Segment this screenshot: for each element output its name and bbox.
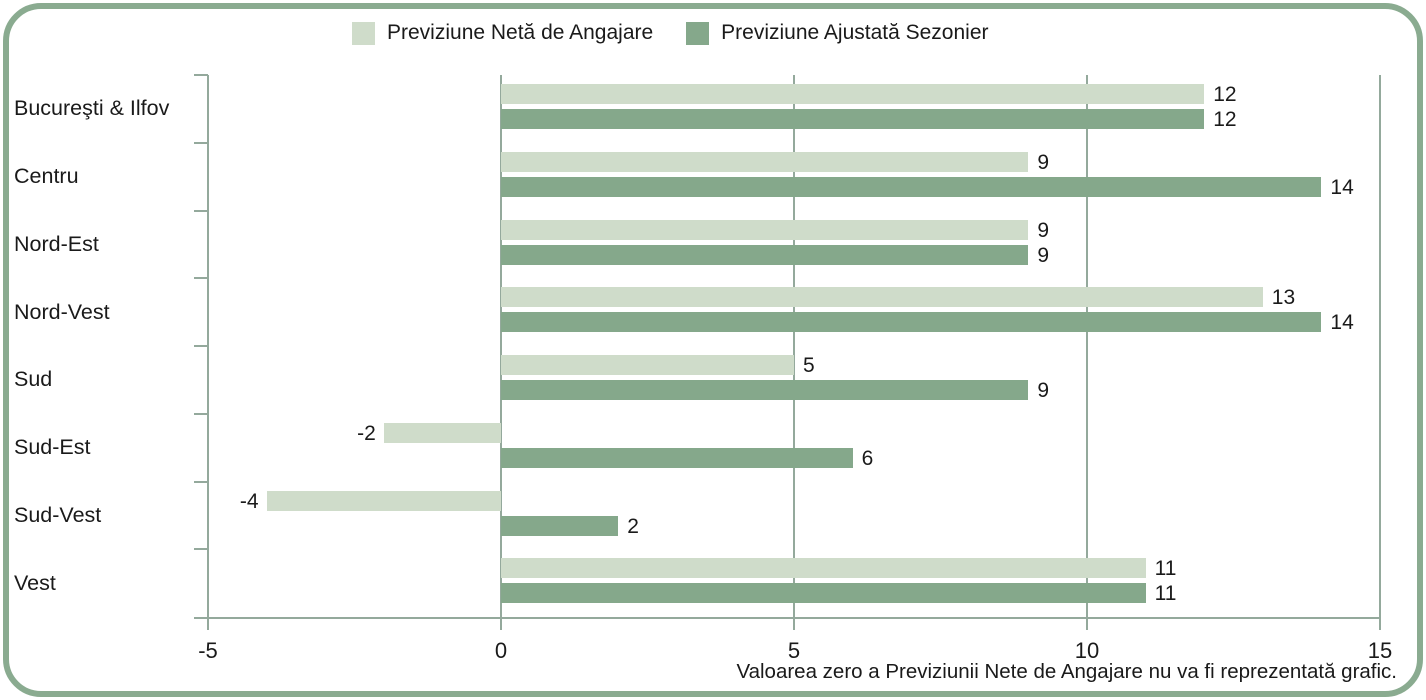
x-axis-tick-label: 0 (494, 638, 508, 663)
bar-value-label: 5 (803, 354, 815, 377)
gridline (1086, 75, 1088, 617)
bar-adjusted (501, 515, 619, 536)
legend-item-adjusted: Previziune Ajustată Sezonier (686, 19, 989, 47)
x-axis-tick (500, 618, 502, 630)
y-axis-tick (194, 412, 208, 415)
category-label: Nord-Est (14, 231, 99, 256)
bar-value-label: 14 (1330, 175, 1354, 199)
bar-value-label: 2 (627, 514, 639, 538)
x-axis-tick (793, 618, 795, 630)
x-axis-tick (1086, 618, 1088, 630)
category-label: Nord-Vest (14, 299, 110, 324)
y-axis-tick (194, 141, 208, 144)
x-axis-tick-label: 15 (1367, 638, 1393, 663)
bar-net (501, 287, 1263, 308)
y-axis-tick (194, 209, 208, 212)
x-axis-tick (207, 618, 209, 630)
bar-value-label: 12 (1213, 108, 1237, 131)
x-axis-tick (1379, 618, 1381, 630)
bar-value-label: 12 (1213, 83, 1237, 106)
bar-net (266, 490, 501, 511)
category-label: Sud-Est (14, 435, 91, 460)
bar-adjusted (501, 176, 1322, 197)
category-label: Vest (14, 570, 56, 595)
bar-value-label: 9 (1037, 150, 1050, 174)
bar-value-label: 14 (1330, 311, 1354, 335)
y-axis-tick (194, 74, 208, 76)
category-label: Sud (14, 367, 53, 392)
bar-value-label: 9 (1037, 379, 1050, 402)
bar-adjusted (501, 244, 1029, 265)
gridline (1379, 75, 1381, 617)
category-label: Centru (14, 164, 79, 189)
legend-swatch-net-icon (352, 21, 375, 45)
legend-label-adjusted: Previziune Ajustată Sezonier (721, 21, 989, 44)
category-label: Sud-Vest (14, 502, 102, 527)
y-axis-tick (194, 548, 208, 551)
bar-value-label: 11 (1154, 582, 1177, 606)
y-axis-tick (194, 345, 208, 347)
legend-swatch-adjusted-icon (686, 21, 710, 45)
y-axis-tick (194, 277, 208, 280)
bar-net (383, 422, 501, 443)
bar-value-label: 9 (1037, 218, 1050, 242)
gridline (793, 75, 795, 617)
bar-value-label: 6 (861, 446, 874, 470)
bar-adjusted (501, 447, 853, 468)
bar-net (501, 558, 1146, 579)
legend-label-net: Previziune Netă de Angajare (387, 21, 654, 44)
x-axis-line (194, 617, 1381, 619)
x-axis-tick-label: 5 (787, 638, 801, 663)
bar-value-label: -4 (239, 489, 259, 513)
legend-item-net: Previziune Netă de Angajare (352, 19, 653, 47)
y-axis-tick (194, 480, 208, 483)
bar-net (501, 84, 1205, 104)
x-axis-tick-label: -5 (198, 638, 218, 663)
bar-adjusted (501, 312, 1322, 333)
category-label: Bucureşti & Ilfov (14, 96, 170, 121)
bar-value-label: 11 (1154, 557, 1177, 581)
chart-footnote: Valoarea zero a Previziunii Nete de Anga… (736, 660, 1397, 683)
bar-value-label: -2 (357, 421, 376, 445)
bar-adjusted (501, 109, 1205, 129)
bar-net (501, 355, 794, 375)
bar-adjusted (501, 583, 1146, 604)
gridline (500, 75, 502, 617)
x-axis-tick-label: 10 (1074, 638, 1100, 663)
bar-net (501, 151, 1029, 172)
legend: Previziune Netă de Angajare Previziune A… (352, 19, 989, 47)
bar-value-label: 9 (1037, 243, 1050, 267)
y-axis-line (207, 75, 209, 617)
bar-adjusted (501, 380, 1029, 400)
bar-value-label: 13 (1271, 286, 1296, 310)
bar-net (501, 219, 1029, 240)
